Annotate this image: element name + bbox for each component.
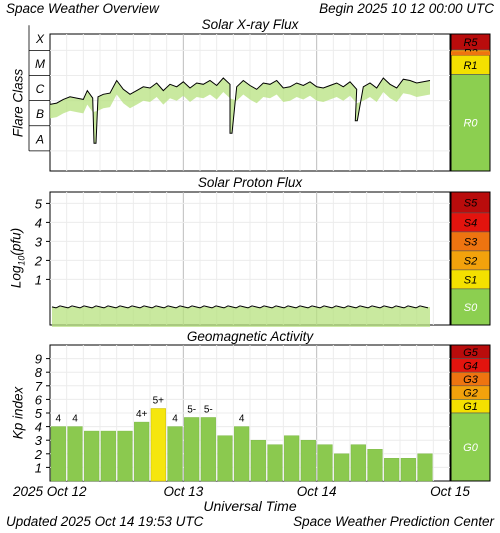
kp-y-tick-label: 1 [35, 460, 42, 475]
x-tick-label: Oct 14 [297, 484, 337, 499]
kp-g5-label: G5 [463, 347, 479, 359]
geomag-panel-title: Geomagnetic Activity [186, 329, 314, 344]
overview-title: Space Weather Overview [6, 1, 159, 16]
xray-flux-line [49, 77, 431, 144]
kp-bar [267, 444, 283, 482]
xray-r1-label: R1 [463, 60, 477, 72]
proton-s4-label: S4 [464, 217, 477, 229]
kp-y-tick-label: 9 [35, 352, 42, 367]
xray-scale-frame [450, 33, 491, 172]
kp-g2-label: G2 [463, 388, 478, 400]
x-tick-label: 2025 Oct 12 [12, 484, 87, 499]
kp-bar [200, 417, 216, 482]
kp-bar-label: 5- [204, 404, 213, 415]
proton-s0-label: S0 [464, 302, 478, 314]
kp-bar-label: 4 [72, 414, 78, 425]
proton-y-tick-label: 5 [35, 196, 43, 211]
proton-flux-line [51, 305, 429, 309]
proton-panel-title: Solar Proton Flux [197, 175, 303, 190]
kp-bar-label: 4 [239, 414, 245, 425]
proton-y-tick-label: 2 [34, 253, 43, 268]
kp-y-tick-label: 6 [35, 392, 43, 407]
kp-bar [50, 426, 66, 482]
kp-y-tick-label: 4 [35, 420, 42, 435]
kp-bar [67, 426, 83, 482]
proton-s5-label: S5 [464, 197, 478, 209]
x-tick-label: Oct 13 [163, 484, 203, 499]
begin-time: Begin 2025 10 12 00:00 UTC [319, 1, 494, 16]
proton-y-tick-label: 4 [35, 215, 42, 230]
kp-bar [334, 453, 350, 482]
kp-bar [100, 430, 116, 482]
proton-y-tick-label: 3 [35, 234, 43, 249]
proton-s2-label: S2 [464, 255, 477, 267]
kp-bar [250, 439, 266, 482]
kp-y-tick-label: 7 [35, 379, 43, 394]
kp-bar [184, 417, 200, 482]
kp-bar-label: 4 [172, 414, 178, 425]
proton-s1-label: S1 [464, 274, 477, 286]
kp-y-tick-label: 5 [35, 406, 43, 421]
xray-r0-label: R0 [463, 118, 478, 130]
xray-r2-strip [451, 51, 490, 56]
xray-flux-band [50, 78, 430, 144]
kp-bar-label: 5- [187, 404, 196, 415]
xray-panel-title: Solar X-ray Flux [201, 17, 299, 32]
xray-class-label-x: X [35, 32, 45, 46]
x-axis-label: Universal Time [203, 498, 297, 514]
kp-bar [217, 435, 233, 482]
kp-bar [384, 458, 400, 482]
proton-y-tick-label: 1 [35, 272, 42, 287]
xray-class-label-m: M [35, 57, 45, 71]
x-tick-label: Oct 15 [430, 484, 470, 499]
kp-bar [400, 458, 416, 482]
kp-bar [134, 421, 150, 482]
kp-scale-frame [450, 344, 491, 482]
kp-g0-label: G0 [463, 442, 479, 454]
proton-flux-band [52, 306, 430, 327]
kp-y-tick-label: 8 [35, 365, 43, 380]
xray-r5-label: R5 [463, 37, 478, 49]
kp-bar [117, 430, 133, 482]
kp-bar [167, 426, 183, 482]
proton-s3-label: S3 [464, 236, 478, 248]
kp-bar [300, 439, 316, 482]
prediction-center-credit: Space Weather Prediction Center [293, 514, 494, 529]
xray-class-label-b: B [36, 107, 44, 121]
kp-g4-label: G4 [463, 360, 478, 372]
kp-bar-label: 4+ [136, 409, 148, 420]
kp-bar [284, 435, 300, 482]
proton-scale-frame [450, 191, 491, 326]
kp-bar [350, 444, 366, 482]
kp-y-tick-label: 2 [34, 447, 43, 462]
xray-class-label-c: C [36, 82, 45, 96]
kp-bar [150, 408, 166, 482]
kp-bar [317, 444, 333, 482]
kp-bar [367, 449, 383, 482]
xray-r0-segment [450, 74, 491, 172]
kp-bar [234, 426, 250, 482]
kp-y-tick-label: 3 [35, 433, 43, 448]
kp-bar-label: 5+ [153, 396, 165, 407]
xray-class-label-a: A [35, 132, 44, 146]
kp-g1-label: G1 [463, 401, 478, 413]
kp-g3-label: G3 [463, 374, 479, 386]
kp-bar [84, 430, 100, 482]
kp-g0-segment [450, 412, 491, 482]
kp-bar [417, 453, 433, 482]
kp-bar-label: 4 [56, 414, 62, 425]
updated-time: Updated 2025 Oct 14 19:53 UTC [6, 514, 204, 529]
